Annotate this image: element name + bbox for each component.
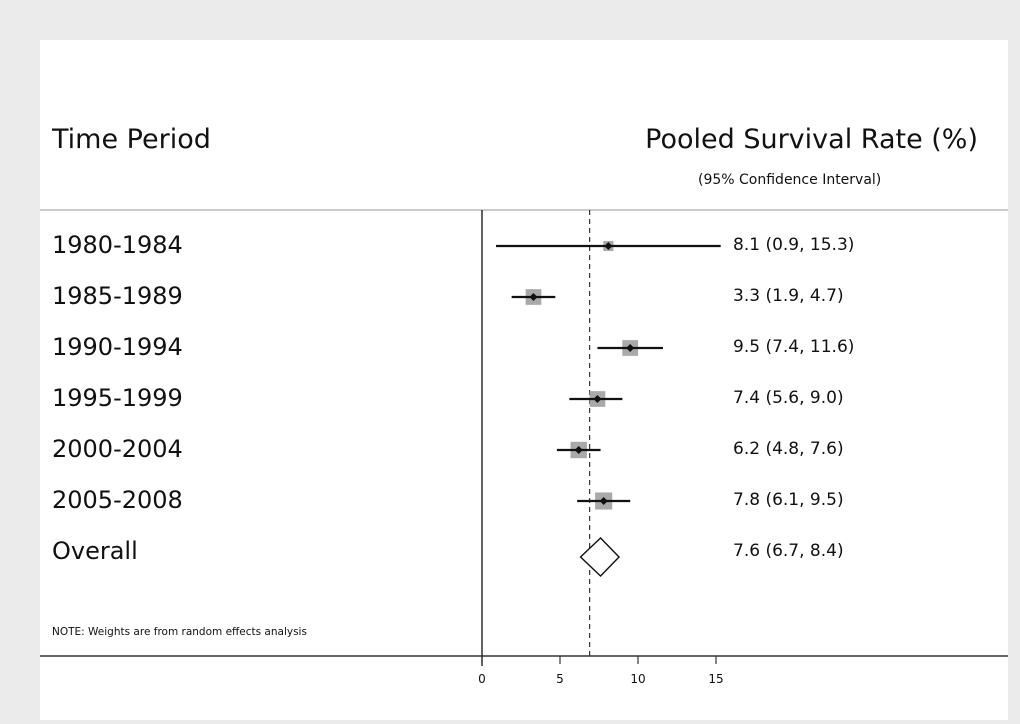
row-label: 2005-2008	[52, 486, 183, 514]
row-estimate-text: 3.3 (1.9, 4.7)	[733, 286, 844, 306]
overall-estimate-text: 7.6 (6.7, 8.4)	[733, 541, 844, 561]
row-label: 1990-1994	[52, 333, 183, 361]
overall-label: Overall	[52, 537, 138, 565]
x-axis-tick-label: 15	[708, 672, 724, 686]
row-label: 1995-1999	[52, 384, 183, 412]
row-estimate-text: 7.8 (6.1, 9.5)	[733, 490, 844, 510]
survival-rate-header: Pooled Survival Rate (%)	[645, 124, 978, 155]
point-estimate-marker	[604, 242, 613, 250]
x-axis-tick-label: 10	[630, 672, 646, 686]
point-estimate-marker	[574, 446, 583, 454]
row-label: 1980-1984	[52, 231, 183, 259]
row-estimate-text: 6.2 (4.8, 7.6)	[733, 439, 844, 459]
point-estimate-marker	[593, 395, 602, 403]
chart-panel	[40, 40, 1008, 720]
row-label: 1985-1989	[52, 282, 183, 310]
weights-note: NOTE: Weights are from random effects an…	[52, 626, 307, 638]
row-estimate-text: 9.5 (7.4, 11.6)	[733, 337, 855, 357]
overall-diamond	[579, 537, 621, 577]
row-estimate-text: 7.4 (5.6, 9.0)	[733, 388, 844, 408]
point-estimate-marker	[529, 293, 538, 301]
time-period-header: Time Period	[52, 124, 211, 155]
confidence-interval-subheader: (95% Confidence Interval)	[698, 172, 882, 188]
row-label: 2000-2004	[52, 435, 183, 463]
point-estimate-marker	[626, 344, 635, 352]
row-estimate-text: 8.1 (0.9, 15.3)	[733, 235, 855, 255]
point-estimate-marker	[599, 497, 608, 505]
x-axis-tick-label: 5	[556, 672, 564, 686]
x-axis-tick-label: 0	[478, 672, 486, 686]
